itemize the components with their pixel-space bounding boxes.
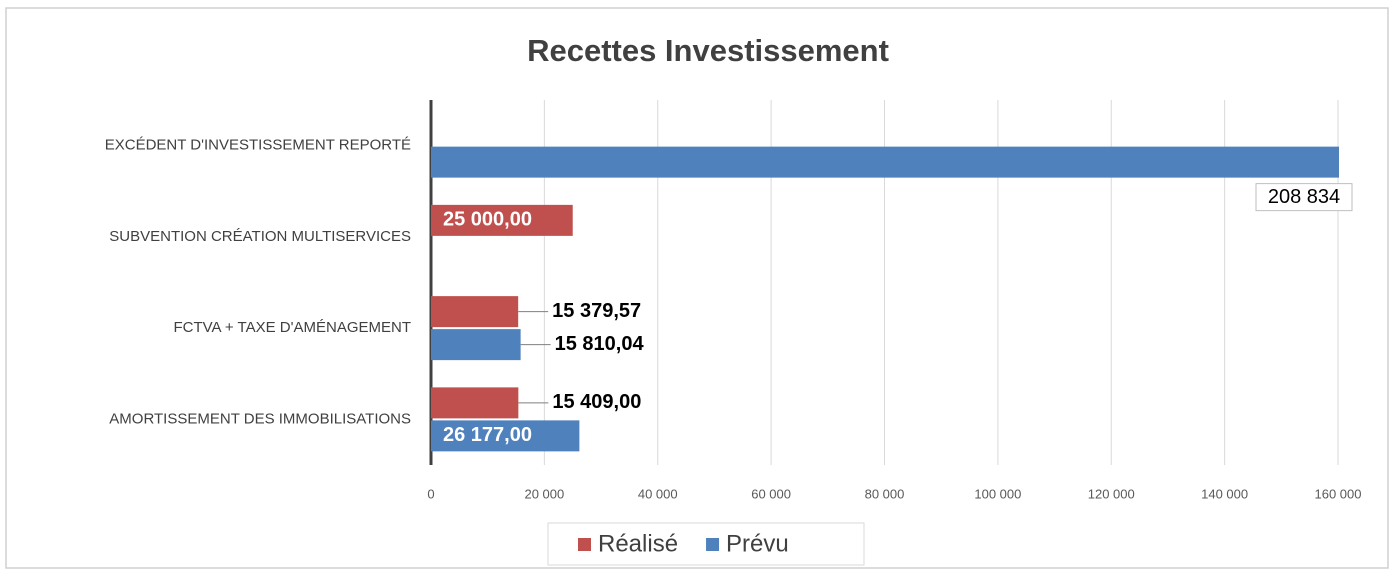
- bar: [431, 146, 1339, 178]
- bar: [431, 420, 580, 452]
- plot-area: [431, 146, 1339, 452]
- x-tick-label: 120 000: [1088, 486, 1135, 501]
- y-tick-label: EXCÉDENT D'INVESTISSEMENT REPORTÉ: [105, 137, 411, 154]
- x-tick-label: 80 000: [865, 486, 905, 501]
- x-tick-label: 0: [427, 486, 434, 501]
- value-label: 208 834: [1268, 186, 1340, 208]
- chart-frame: [5, 7, 1389, 569]
- x-tick-label: 60 000: [751, 486, 791, 501]
- x-tick-label: 140 000: [1201, 486, 1248, 501]
- value-label-box: [1255, 183, 1353, 212]
- y-tick-label: AMORTISSEMENT DES IMMOBILISATIONS: [109, 410, 411, 427]
- value-label: 0,00: [443, 242, 482, 264]
- legend-swatch: [706, 538, 720, 551]
- x-tick-label: 40 000: [638, 486, 678, 501]
- y-tick-label: SUBVENTION CRÉATION MULTISERVICES: [109, 228, 411, 245]
- x-tick-label: 100 000: [974, 486, 1021, 501]
- value-label: 26 177,00: [443, 424, 532, 446]
- value-label: 15 379,57: [552, 300, 641, 322]
- legend-swatch: [578, 538, 591, 551]
- bar: [431, 387, 519, 419]
- bar: [431, 329, 521, 361]
- value-label: 25 000,00: [443, 209, 532, 231]
- chart-title: Recettes Investissement: [527, 33, 889, 68]
- value-label: 15 810,04: [555, 333, 645, 355]
- value-label: 0,00: [443, 117, 482, 139]
- value-label: 15 409,00: [552, 391, 641, 413]
- bar: [431, 204, 573, 236]
- y-tick-label: FCTVA + TAXE D'AMÉNAGEMENT: [174, 319, 412, 336]
- bar: [431, 296, 519, 328]
- legend-label: Réalisé: [598, 530, 678, 557]
- legend-box: [547, 522, 865, 566]
- x-tick-label: 160 000: [1315, 486, 1362, 501]
- x-tick-label: 20 000: [524, 486, 564, 501]
- legend-label: Prévu: [726, 530, 789, 557]
